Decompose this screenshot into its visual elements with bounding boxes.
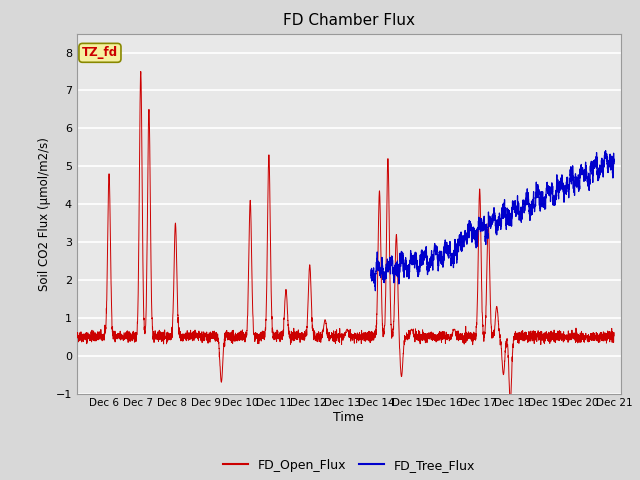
Legend: FD_Open_Flux, FD_Tree_Flux: FD_Open_Flux, FD_Tree_Flux: [218, 454, 480, 477]
Text: TZ_fd: TZ_fd: [82, 47, 118, 60]
X-axis label: Time: Time: [333, 411, 364, 424]
Title: FD Chamber Flux: FD Chamber Flux: [283, 13, 415, 28]
Y-axis label: Soil CO2 Flux (μmol/m2/s): Soil CO2 Flux (μmol/m2/s): [38, 137, 51, 290]
